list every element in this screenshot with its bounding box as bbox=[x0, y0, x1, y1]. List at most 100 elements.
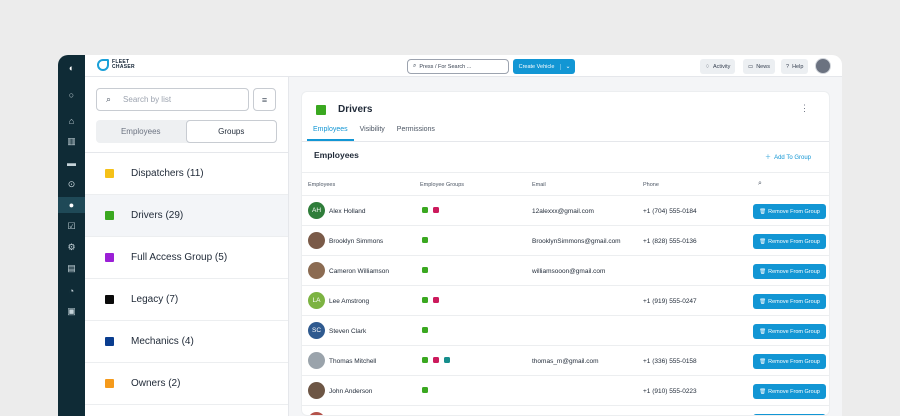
group-tag bbox=[422, 207, 428, 213]
table-row: John Anderson +1 (910) 555-0223 🗑︎ Remov… bbox=[302, 376, 829, 406]
avatar bbox=[308, 412, 325, 415]
group-item-drivers[interactable]: Drivers (29) bbox=[85, 195, 288, 237]
group-color-swatch bbox=[105, 379, 114, 388]
group-item-dispatchers[interactable]: Dispatchers (11) bbox=[85, 153, 288, 195]
avatar: AH bbox=[308, 202, 325, 219]
global-search-input[interactable]: ⌕ Press / For Search ... bbox=[407, 59, 509, 74]
remove-from-group-button[interactable]: 🗑︎ Remove From Group bbox=[753, 204, 826, 219]
group-tag bbox=[422, 387, 428, 393]
location-icon[interactable]: ⊙ bbox=[67, 179, 76, 189]
employee-group-tags bbox=[422, 357, 450, 363]
group-list: Dispatchers (11) Drivers (29) Full Acces… bbox=[85, 152, 288, 405]
group-tag bbox=[444, 357, 450, 363]
employees-toggle[interactable]: Employees bbox=[120, 127, 161, 136]
employee-name[interactable]: Thomas Mitchell bbox=[329, 358, 377, 365]
news-button[interactable]: ▭ News bbox=[743, 59, 775, 74]
list-search-input[interactable]: ⌕ Search by list bbox=[96, 88, 249, 111]
group-label: Owners (2) bbox=[131, 378, 181, 389]
user-avatar[interactable] bbox=[815, 58, 831, 74]
reports-icon[interactable]: ◔ bbox=[68, 285, 75, 296]
brand-line-2: CHASER bbox=[112, 64, 135, 70]
id-card-icon[interactable]: ▤ bbox=[67, 263, 76, 273]
activity-button[interactable]: ♢ Activity bbox=[700, 59, 736, 74]
group-tag bbox=[422, 357, 428, 363]
sort-filter-button[interactable]: ≡ bbox=[253, 88, 276, 111]
add-to-group-button[interactable]: ＋ Add To Group bbox=[765, 152, 811, 161]
trash-icon: 🗑︎ bbox=[759, 358, 767, 365]
employee-group-tags bbox=[422, 237, 428, 243]
employee-phone: +1 (704) 555-0184 bbox=[643, 208, 697, 215]
employee-name[interactable]: Lee Amstrong bbox=[329, 298, 370, 305]
employees-section-header: Employees ＋ Add To Group bbox=[302, 142, 829, 172]
more-options-icon[interactable]: ⋮ bbox=[800, 103, 809, 113]
table-header: Employees Employee Groups Email Phone ⌕ bbox=[302, 172, 829, 196]
group-color-swatch bbox=[316, 105, 326, 115]
groups-toggle[interactable]: Groups bbox=[185, 120, 277, 143]
column-email[interactable]: Email bbox=[532, 182, 546, 188]
avatar bbox=[308, 232, 325, 249]
employee-group-tags bbox=[422, 387, 428, 393]
remove-from-group-button[interactable] bbox=[753, 414, 826, 415]
map-icon[interactable]: ▥ bbox=[67, 136, 76, 146]
nav-rail: ◐ ○ ⌂ ▥ ▬ ⊙ ● ☑ ⚙ ▤ ◔ ▣ bbox=[58, 55, 85, 416]
remove-from-group-button[interactable]: 🗑︎ Remove From Group bbox=[753, 294, 826, 309]
remove-from-group-button[interactable]: 🗑︎ Remove From Group bbox=[753, 354, 826, 369]
remove-label: Remove From Group bbox=[768, 328, 820, 335]
table-row: AH Alex Holland 12alexxx@gmail.com +1 (7… bbox=[302, 196, 829, 226]
employees-icon[interactable]: ● bbox=[58, 197, 85, 213]
avatar: LA bbox=[308, 292, 325, 309]
list-type-toggle: Employees Groups bbox=[96, 120, 277, 143]
table-search-icon[interactable]: ⌕ bbox=[758, 180, 762, 187]
top-bar: FLEET CHASER ⌕ Press / For Search ... Cr… bbox=[85, 55, 842, 77]
search-icon[interactable]: ○ bbox=[68, 89, 75, 100]
column-phone[interactable]: Phone bbox=[643, 182, 659, 188]
remove-from-group-button[interactable]: 🗑︎ Remove From Group bbox=[753, 324, 826, 339]
group-item-full-access[interactable]: Full Access Group (5) bbox=[85, 237, 288, 279]
group-tag bbox=[422, 327, 428, 333]
tab-visibility[interactable]: Visibility bbox=[359, 126, 385, 133]
employee-name[interactable]: Cameron Williamson bbox=[329, 268, 389, 275]
help-button[interactable]: ? Help bbox=[781, 59, 809, 74]
remove-from-group-button[interactable]: 🗑︎ Remove From Group bbox=[753, 234, 826, 249]
employee-name[interactable]: Alex Holland bbox=[329, 208, 366, 215]
table-row: Thomas Mitchell thomas_m@gmail.com +1 (3… bbox=[302, 346, 829, 376]
brand-logo[interactable]: FLEET CHASER bbox=[97, 59, 138, 71]
column-employees[interactable]: Employees bbox=[308, 182, 336, 188]
column-employee-groups[interactable]: Employee Groups bbox=[420, 182, 465, 188]
truck-icon[interactable]: ▬ bbox=[67, 157, 76, 168]
toggle-sidebar-icon[interactable]: ◐ bbox=[68, 62, 75, 73]
search-icon: ⌕ bbox=[106, 94, 112, 104]
employee-phone: +1 (828) 555-0136 bbox=[643, 238, 697, 245]
create-vehicle-button[interactable]: Create Vehicle ⌄ bbox=[513, 59, 575, 74]
remove-label: Remove From Group bbox=[768, 208, 820, 215]
tools-icon[interactable]: ⚙ bbox=[67, 242, 76, 252]
remove-from-group-button[interactable]: 🗑︎ Remove From Group bbox=[753, 384, 826, 399]
documents-icon[interactable]: ▣ bbox=[67, 306, 76, 316]
group-item-owners[interactable]: Owners (2) bbox=[85, 363, 288, 405]
tab-employees[interactable]: Employees bbox=[307, 126, 354, 141]
search-icon: ⌕ bbox=[413, 63, 417, 69]
home-icon[interactable]: ⌂ bbox=[68, 115, 75, 126]
employee-name[interactable]: John Anderson bbox=[329, 388, 373, 395]
remove-from-group-button[interactable]: 🗑︎ Remove From Group bbox=[753, 264, 826, 279]
employee-phone: +1 (919) 555-0247 bbox=[643, 298, 697, 305]
filter-icon: ≡ bbox=[261, 94, 268, 105]
chevron-down-icon[interactable]: ⌄ bbox=[565, 64, 571, 70]
trash-icon: 🗑︎ bbox=[759, 298, 767, 305]
chat-icon: ▭ bbox=[748, 63, 754, 70]
employee-email: BrooklynSimmons@gmail.com bbox=[532, 238, 621, 245]
table-row: Brooklyn Simmons BrooklynSimmons@gmail.c… bbox=[302, 226, 829, 256]
employee-name[interactable]: Brooklyn Simmons bbox=[329, 238, 384, 245]
table-row: Cameron Williamson williamsooon@gmail.co… bbox=[302, 256, 829, 286]
group-label: Dispatchers (11) bbox=[131, 168, 204, 179]
tab-permissions[interactable]: Permissions bbox=[396, 126, 435, 133]
checklist-icon[interactable]: ☑ bbox=[67, 221, 76, 231]
group-label: Drivers (29) bbox=[131, 210, 184, 221]
employee-name[interactable]: Steven Clark bbox=[329, 328, 367, 335]
group-detail-header: Drivers ⋮ Employees Visibility Permissio… bbox=[302, 92, 829, 142]
detail-tabs: Employees Visibility Permissions bbox=[307, 126, 441, 141]
group-item-legacy[interactable]: Legacy (7) bbox=[85, 279, 288, 321]
group-item-mechanics[interactable]: Mechanics (4) bbox=[85, 321, 288, 363]
employee-email: thomas_m@gmail.com bbox=[532, 358, 599, 365]
group-color-swatch bbox=[105, 211, 114, 220]
